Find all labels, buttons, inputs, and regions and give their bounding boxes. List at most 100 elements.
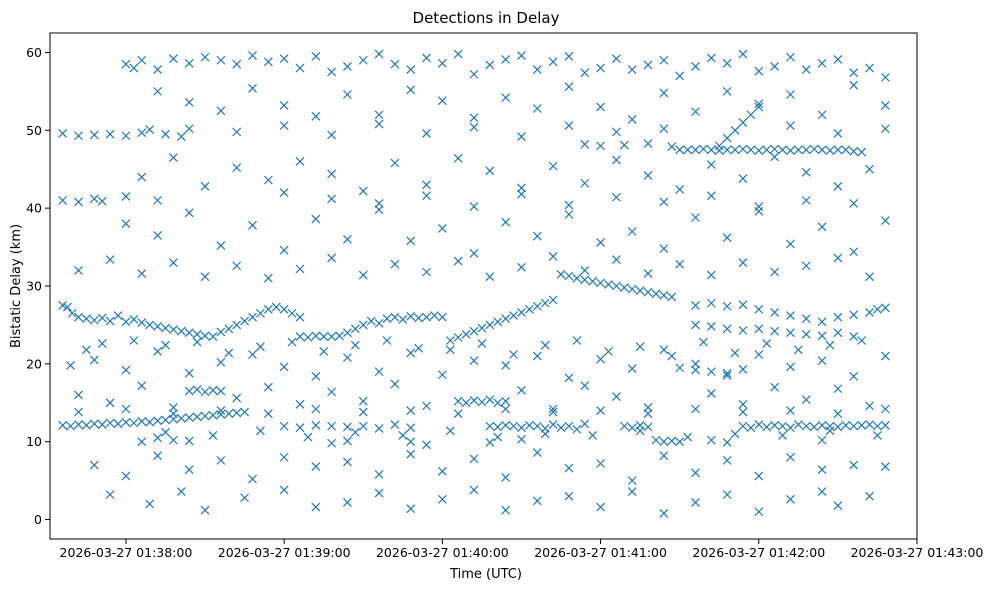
data-point — [770, 62, 780, 71]
data-point — [667, 436, 677, 446]
data-point — [374, 110, 384, 120]
data-point — [343, 497, 352, 507]
data-point — [722, 371, 732, 380]
data-point — [137, 318, 147, 328]
data-point — [406, 449, 416, 459]
data-point — [67, 308, 77, 318]
data-point — [841, 420, 851, 430]
data-point — [659, 55, 669, 65]
data-point — [691, 145, 700, 155]
data-point — [786, 362, 795, 372]
data-point — [809, 144, 819, 154]
data-point — [501, 396, 511, 406]
data-point — [675, 363, 685, 373]
data-point — [833, 409, 843, 419]
data-point — [453, 153, 463, 163]
data-point — [580, 381, 590, 391]
data-point — [113, 311, 123, 321]
data-point — [548, 295, 558, 305]
data-point — [374, 205, 384, 215]
data-point — [200, 272, 210, 282]
data-point — [216, 386, 226, 396]
data-point — [880, 72, 890, 82]
data-point — [89, 355, 99, 365]
data-point — [722, 58, 732, 68]
data-point — [540, 340, 550, 350]
data-point — [611, 127, 621, 137]
data-point — [738, 144, 748, 154]
data-point — [113, 419, 123, 429]
data-point — [279, 121, 289, 131]
data-point — [698, 144, 708, 154]
data-point — [279, 100, 289, 110]
data-point — [833, 181, 843, 191]
y-tick-label: 60 — [26, 45, 42, 60]
data-point — [74, 131, 83, 141]
data-point — [263, 382, 273, 392]
data-point — [651, 435, 661, 445]
data-point — [437, 58, 447, 68]
data-point — [880, 100, 890, 110]
data-point — [706, 145, 716, 155]
data-point — [627, 487, 637, 496]
data-point — [833, 501, 843, 510]
data-point — [192, 385, 202, 394]
data-point — [738, 407, 748, 417]
data-point — [722, 455, 732, 465]
data-point — [801, 395, 811, 405]
data-point — [817, 487, 827, 496]
data-point — [62, 302, 72, 312]
data-point — [129, 315, 139, 324]
data-point — [611, 192, 621, 202]
data-point — [524, 304, 534, 314]
data-point — [184, 328, 194, 338]
data-point — [374, 488, 384, 498]
data-point — [232, 393, 242, 403]
data-point — [58, 195, 68, 205]
plot-area-frame — [49, 32, 918, 540]
data-point — [738, 399, 748, 409]
data-point — [232, 261, 242, 271]
data-point — [738, 364, 748, 374]
data-point — [698, 337, 708, 347]
data-point — [358, 421, 368, 431]
data-point — [303, 432, 313, 442]
data-point — [437, 312, 447, 322]
data-point — [857, 336, 867, 345]
data-point — [691, 107, 700, 117]
data-point — [754, 202, 764, 212]
data-point — [279, 245, 289, 255]
data-point — [279, 54, 289, 64]
data-point — [469, 122, 479, 132]
data-point — [168, 409, 178, 419]
data-point — [327, 438, 337, 448]
data-point — [548, 251, 558, 261]
data-point — [327, 387, 337, 397]
data-point — [532, 448, 542, 458]
data-point — [350, 324, 360, 334]
data-point — [849, 146, 859, 156]
data-point — [153, 346, 163, 356]
data-point — [706, 191, 716, 201]
data-point — [279, 485, 289, 495]
data-point — [327, 194, 337, 204]
data-point — [89, 315, 99, 325]
y-tick-label: 0 — [34, 512, 42, 527]
data-point — [74, 266, 83, 275]
data-point — [691, 359, 700, 369]
data-point — [493, 422, 503, 432]
data-point — [382, 336, 392, 345]
data-point — [580, 419, 590, 429]
data-point — [477, 339, 487, 349]
data-point — [445, 345, 455, 355]
data-point — [105, 490, 115, 500]
data-point — [232, 59, 242, 69]
data-point — [501, 217, 511, 227]
data-point — [279, 421, 289, 431]
x-tick-label: 2026-03-27 01:43:00 — [851, 545, 984, 560]
data-point — [517, 51, 526, 60]
data-point — [311, 214, 321, 224]
data-point — [849, 199, 859, 208]
data-point — [833, 55, 843, 64]
data-point — [374, 49, 384, 59]
